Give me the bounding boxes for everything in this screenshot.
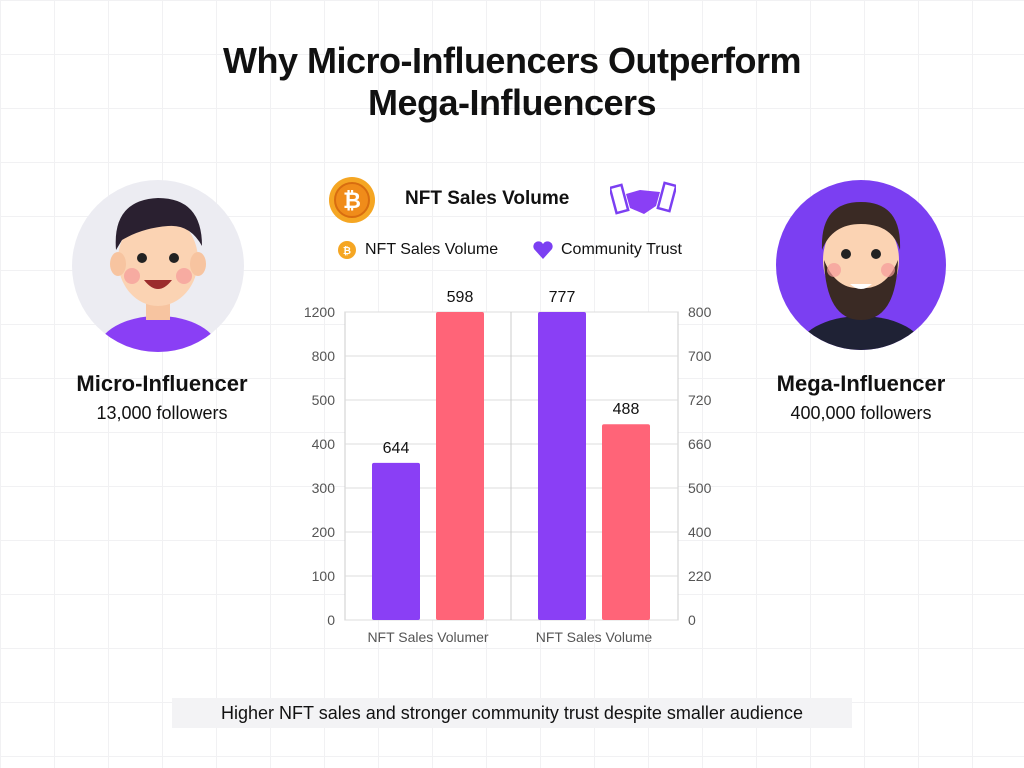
right-axis-tick: 400	[688, 524, 712, 540]
micro-influencer-avatar	[72, 180, 244, 352]
svg-text:₿: ₿	[343, 245, 351, 257]
legend-bitcoin-icon: ₿	[338, 241, 356, 259]
bar-data-label: 777	[549, 289, 576, 306]
page-title: Why Micro-Influencers Outperform Mega-In…	[0, 40, 1024, 124]
svg-text:₿: ₿	[343, 188, 361, 213]
micro-influencer-followers: 13,000 followers	[96, 403, 228, 423]
bar-data-label: 644	[383, 440, 410, 457]
mega-influencer-followers: 400,000 followers	[790, 403, 932, 423]
heart-icon	[533, 241, 553, 259]
bar	[538, 312, 586, 620]
legend-nft-sales-volume: NFT Sales Volume	[365, 241, 499, 258]
legend-community-trust: Community Trust	[561, 241, 682, 258]
left-axis-tick: 400	[312, 436, 336, 452]
left-axis-tick: 500	[312, 392, 336, 408]
left-axis-tick: 300	[312, 480, 336, 496]
mega-influencer-name: Mega-Influencer	[776, 371, 946, 396]
bitcoin-coin-icon: ₿	[329, 177, 375, 223]
bar-chart: 0 0 100 220 200 400 300 500 400 660 500 720 800 700 12…	[304, 289, 712, 645]
right-axis-tick: 720	[688, 392, 712, 408]
title-line-2: Mega-Influencers	[367, 82, 657, 123]
right-axis-tick: 700	[688, 348, 712, 364]
left-axis-tick: 200	[312, 524, 336, 540]
mega-influencer-avatar	[776, 180, 946, 350]
right-axis-tick: 220	[688, 568, 712, 584]
right-axis-tick: 660	[688, 436, 712, 452]
bar-data-label: 598	[447, 289, 474, 306]
bar	[602, 424, 650, 620]
left-axis-tick: 800	[312, 348, 336, 364]
x-axis-category-label: NFT Sales Volumer	[367, 629, 488, 645]
title-line-1: Why Micro-Influencers Outperform	[222, 40, 802, 81]
micro-influencer-name: Micro-Influencer	[76, 371, 248, 396]
bar-data-label: 488	[613, 401, 640, 418]
left-axis-tick: 1200	[304, 304, 335, 320]
bar	[372, 462, 420, 620]
right-axis-tick: 0	[688, 612, 696, 628]
chart-title: NFT Sales Volume	[405, 188, 570, 209]
right-axis-tick: 800	[688, 304, 712, 320]
left-axis-tick: 100	[312, 568, 336, 584]
left-axis-tick: 0	[327, 612, 335, 628]
footer-caption: Higher NFT sales and stronger community …	[172, 698, 852, 728]
right-axis-tick: 500	[688, 480, 712, 496]
handshake-icon	[610, 181, 676, 215]
bar	[436, 312, 484, 620]
x-axis-category-label: NFT Sales Volume	[536, 629, 653, 645]
